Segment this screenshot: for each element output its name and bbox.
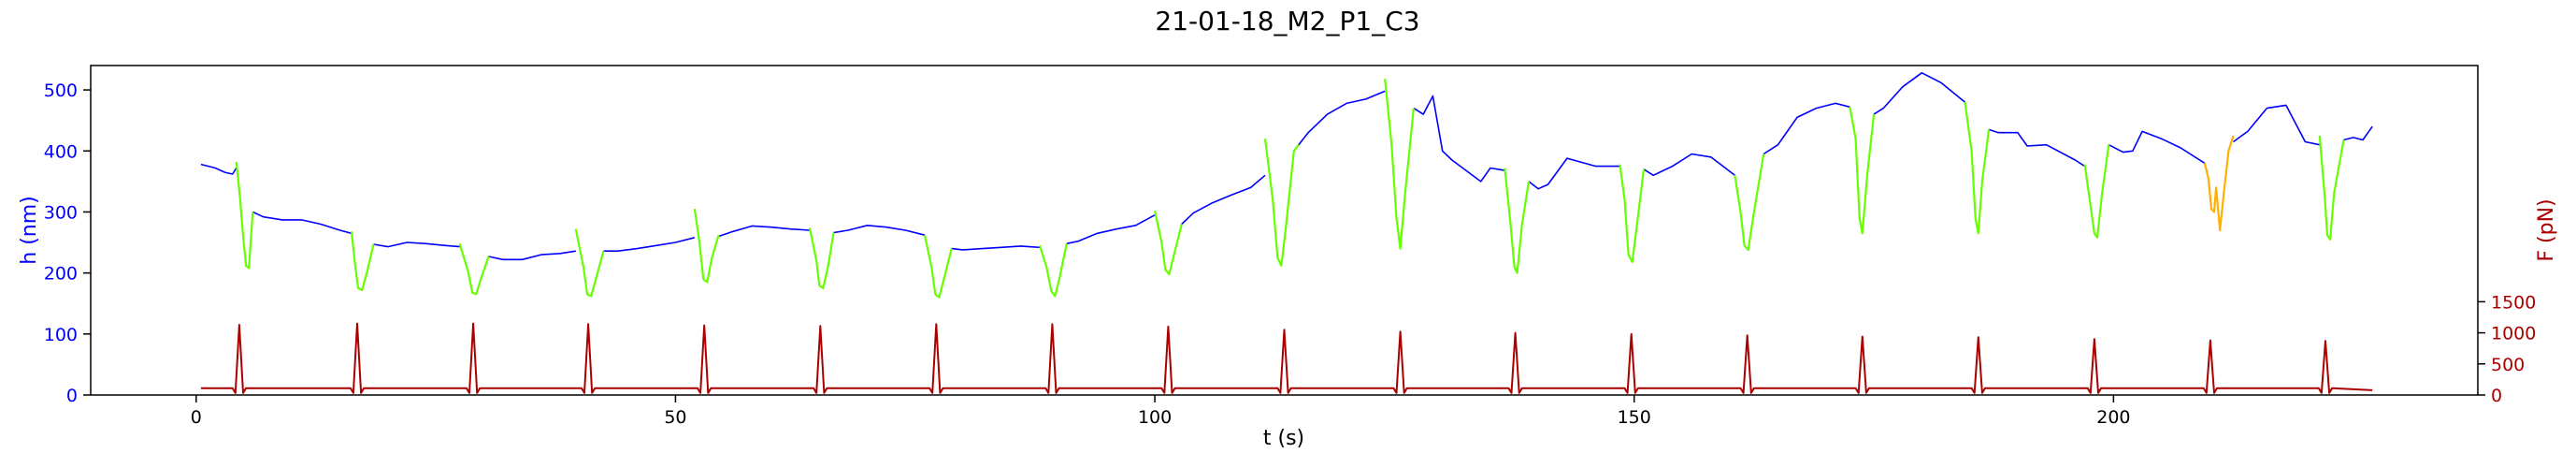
height-force-segment: [1734, 154, 1765, 251]
height-trace-segment: [1643, 153, 1735, 177]
height-trace-segment: [1763, 102, 1850, 155]
height-trace-segment: [252, 211, 353, 235]
height-trace-segment: [1988, 128, 2086, 168]
height-trace-segment: [1066, 213, 1156, 245]
x-axis-label: t (s): [1263, 427, 1304, 450]
y-axis-left-label: h (nm): [18, 196, 41, 264]
height-force-segment: [1964, 101, 1991, 235]
x-tick-label: 200: [2096, 407, 2130, 428]
height-trace-segment: [200, 163, 237, 175]
height-force-segment: [2083, 144, 2110, 239]
height-force-segment: [2318, 135, 2345, 241]
height-trace-segment: [1413, 95, 1505, 183]
height-force-segment: [1619, 164, 1646, 263]
y-axis-right-label: F (pN): [2535, 198, 2558, 261]
height-trace-segment: [603, 237, 696, 252]
y-right-tick-label: 1500: [2491, 292, 2536, 313]
x-tick-label: 50: [664, 407, 686, 428]
height-force-segment: [923, 234, 953, 299]
height-force-segment: [574, 228, 605, 298]
height-force-segment: [1038, 243, 1068, 298]
height-force-segment: [350, 231, 375, 291]
height-force-segment: [693, 209, 720, 284]
height-trace-segment: [373, 241, 460, 248]
height-trace-segment: [1873, 72, 1966, 115]
y-left-tick-label: 100: [44, 325, 78, 345]
y-left-tick-label: 200: [44, 264, 78, 285]
y-right-tick-label: 500: [2491, 355, 2525, 375]
height-force-segment: [2203, 135, 2235, 232]
height-trace-segment: [718, 225, 811, 238]
height-trace-segment: [1298, 90, 1386, 146]
height-series: [200, 72, 2373, 261]
height-trace-segment: [1181, 174, 1266, 226]
x-tick-label: 100: [1138, 407, 1172, 428]
y-left-tick-label: 0: [66, 386, 78, 406]
height-force-segment: [1154, 210, 1183, 275]
force-series: [200, 322, 2373, 394]
height-force-segment: [1849, 107, 1876, 235]
chart-title: 21-01-18_M2_P1_C3: [1155, 6, 1419, 37]
y-left-tick-label: 500: [44, 80, 78, 101]
y-left-tick-label: 400: [44, 141, 78, 162]
height-force-segment: [1504, 168, 1531, 274]
y-axis-left: 0 100 200 300 400 500: [44, 80, 91, 406]
height-force-segment: [1263, 139, 1300, 267]
height-trace-segment: [833, 225, 926, 236]
x-tick-label: 0: [191, 407, 202, 428]
height-force-segment: [458, 242, 490, 296]
y-right-tick-label: 0: [2491, 386, 2502, 406]
height-force-segment: [235, 161, 254, 270]
height-trace-segment: [2233, 104, 2320, 146]
height-force-segment: [1384, 79, 1415, 250]
height-trace-segment: [2108, 130, 2206, 164]
height-force-segment: [808, 227, 835, 289]
x-tick-label: 150: [1618, 407, 1651, 428]
x-axis: 0 50 100 150 200: [191, 395, 2131, 428]
height-trace-segment: [1528, 157, 1620, 190]
plot-frame: [90, 65, 2479, 396]
y-left-tick-label: 300: [44, 202, 78, 223]
height-trace-segment: [488, 250, 576, 261]
force-trace: [200, 322, 2373, 394]
y-axis-right: 0 500 1000 1500: [2478, 292, 2536, 406]
height-trace-segment: [2343, 125, 2373, 141]
height-trace-segment: [951, 245, 1041, 251]
height-force-segments: [235, 79, 2345, 299]
y-right-tick-label: 1000: [2491, 324, 2536, 344]
